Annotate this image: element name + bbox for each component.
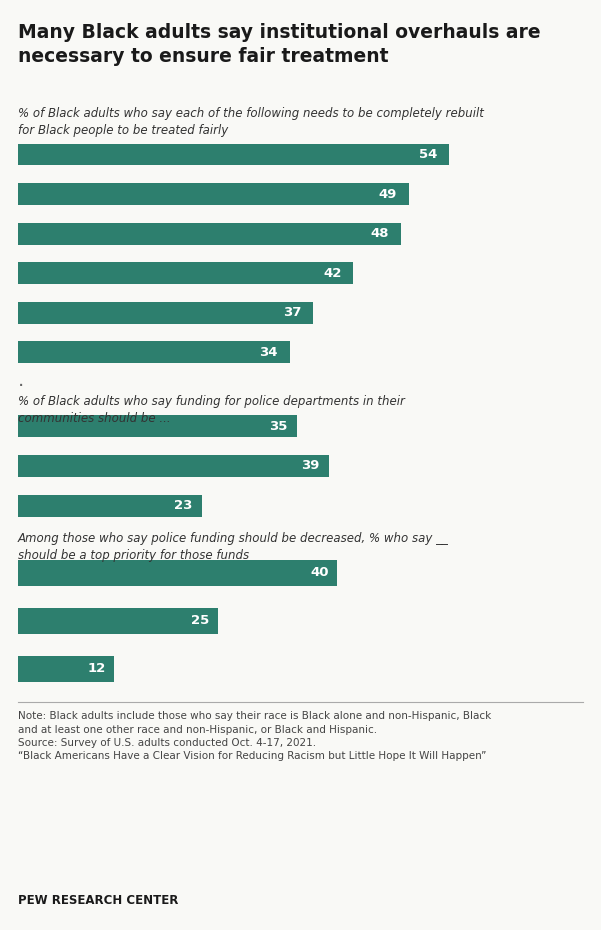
Text: ·: · <box>18 377 24 395</box>
Text: % of Black adults who say each of the following needs to be completely rebuilt
f: % of Black adults who say each of the fo… <box>18 107 484 137</box>
Text: 25: 25 <box>191 615 210 627</box>
Text: 23: 23 <box>174 499 192 512</box>
Text: 34: 34 <box>259 346 278 359</box>
Text: % of Black adults who say funding for police departments in their
communities sh: % of Black adults who say funding for po… <box>18 395 405 425</box>
Text: Many Black adults say institutional overhauls are
necessary to ensure fair treat: Many Black adults say institutional over… <box>18 23 541 66</box>
Bar <box>18 302 314 324</box>
Bar <box>18 144 449 166</box>
Text: 49: 49 <box>379 188 397 201</box>
Bar <box>18 495 202 516</box>
Text: 37: 37 <box>283 306 302 319</box>
Text: Note: Black adults include those who say their race is Black alone and non-Hispa: Note: Black adults include those who say… <box>18 711 491 761</box>
Text: 40: 40 <box>311 566 329 579</box>
Text: 35: 35 <box>269 419 288 432</box>
Text: 48: 48 <box>371 227 389 240</box>
Bar <box>18 341 290 363</box>
Text: 54: 54 <box>419 148 438 161</box>
Text: PEW RESEARCH CENTER: PEW RESEARCH CENTER <box>18 894 178 907</box>
Text: Among those who say police funding should be decreased, % who say __
should be a: Among those who say police funding shoul… <box>18 532 449 562</box>
Text: 12: 12 <box>88 662 106 675</box>
Bar <box>18 223 401 245</box>
Bar <box>18 416 297 437</box>
Bar <box>18 262 353 284</box>
Bar <box>18 183 409 205</box>
Bar <box>18 656 114 682</box>
Text: 42: 42 <box>323 267 341 280</box>
Bar <box>18 455 329 477</box>
Bar <box>18 560 337 586</box>
Text: 39: 39 <box>302 459 320 472</box>
Bar <box>18 607 218 634</box>
